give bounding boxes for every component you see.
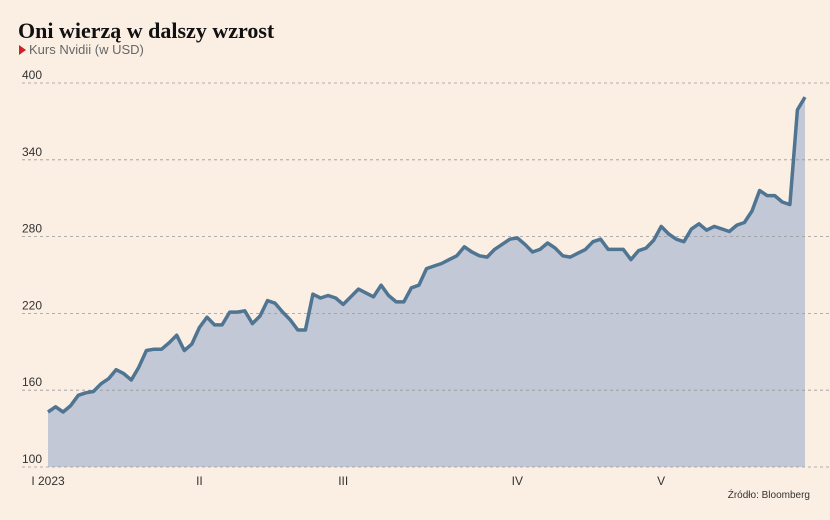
source: Źródło: Bloomberg	[728, 488, 810, 501]
y-tick-label: 340	[22, 145, 42, 159]
x-tick-label: I 2023	[31, 474, 65, 488]
x-tick-label: V	[657, 474, 665, 488]
subtitle-marker	[19, 45, 26, 55]
chart-subtitle: Kurs Nvidii (w USD)	[29, 42, 144, 57]
x-tick-label: IV	[512, 474, 523, 488]
y-tick-label: 160	[22, 375, 42, 389]
line	[47, 96, 807, 414]
chart-title: Oni wierzą w dalszy wzrost	[18, 18, 275, 43]
y-tick-label: 220	[22, 298, 42, 312]
x-tick-label: III	[338, 474, 348, 488]
y-tick-label: 280	[22, 222, 42, 236]
y-tick-label: 100	[22, 452, 42, 466]
area	[48, 97, 805, 467]
x-tick-label: II	[196, 474, 203, 488]
y-tick-label: 400	[22, 68, 42, 82]
